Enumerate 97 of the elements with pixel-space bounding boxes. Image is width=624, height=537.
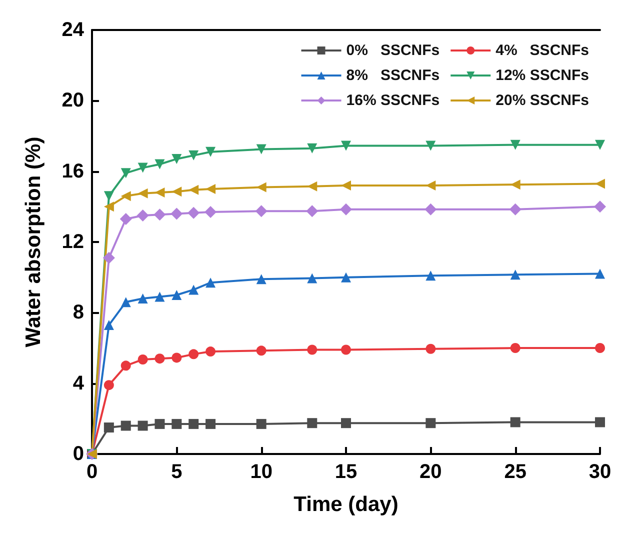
point xyxy=(104,320,114,330)
x-axis-title: Time (day) xyxy=(294,493,398,516)
point xyxy=(154,292,165,302)
point xyxy=(594,200,606,213)
point xyxy=(172,352,182,363)
point xyxy=(256,346,266,356)
point xyxy=(188,150,199,160)
point xyxy=(138,294,148,304)
point xyxy=(120,168,131,178)
point xyxy=(188,206,200,219)
point xyxy=(256,274,266,284)
point xyxy=(595,268,605,279)
point xyxy=(426,418,436,428)
point xyxy=(188,184,199,195)
point xyxy=(206,418,216,429)
point xyxy=(341,272,351,282)
y-tick-label: 12 xyxy=(62,231,84,253)
point xyxy=(102,252,115,264)
point xyxy=(510,270,520,280)
y-tick-label: 8 xyxy=(72,302,84,324)
point xyxy=(426,344,436,354)
point xyxy=(307,418,318,428)
point xyxy=(154,418,165,429)
point xyxy=(154,208,166,221)
point xyxy=(509,203,522,216)
point xyxy=(510,140,520,150)
legend-label: 8% SSCNFs xyxy=(346,67,440,84)
legend-label: 12% SSCNFs xyxy=(496,67,589,84)
legend-label: 4% SSCNFs xyxy=(496,42,589,59)
point xyxy=(120,297,131,308)
point xyxy=(188,418,199,429)
point xyxy=(154,159,165,170)
point xyxy=(120,191,131,202)
point xyxy=(341,180,351,190)
point xyxy=(188,284,199,295)
point xyxy=(341,344,351,355)
point xyxy=(138,188,148,198)
point xyxy=(204,206,217,218)
point xyxy=(510,343,520,353)
point xyxy=(206,346,216,357)
point xyxy=(104,202,114,212)
x-tick-label: 25 xyxy=(504,461,526,483)
point xyxy=(154,354,165,364)
point xyxy=(206,278,216,288)
y-axis-title: Water absorption (%) xyxy=(22,136,45,348)
y-tick-label: 0 xyxy=(72,443,84,465)
point xyxy=(120,420,131,431)
y-tick-label: 24 xyxy=(62,19,85,41)
x-tick-label: 20 xyxy=(420,461,442,483)
y-tick-label: 16 xyxy=(62,160,84,182)
point xyxy=(188,349,199,360)
point xyxy=(595,140,605,150)
x-tick-label: 10 xyxy=(250,461,272,483)
point xyxy=(424,203,437,216)
point xyxy=(170,208,183,220)
point xyxy=(172,186,182,197)
point xyxy=(154,188,165,198)
x-tick-label: 5 xyxy=(171,461,182,483)
legend-label: 20% SSCNFs xyxy=(496,92,590,109)
point xyxy=(172,154,182,164)
y-tick-label: 4 xyxy=(72,372,85,394)
point xyxy=(206,184,216,194)
point xyxy=(595,178,605,189)
legend-label: 16% SSCNFs xyxy=(346,92,440,109)
point xyxy=(307,181,318,192)
point xyxy=(341,140,351,151)
point xyxy=(138,354,148,364)
point xyxy=(172,290,182,300)
point xyxy=(307,273,318,284)
point xyxy=(206,146,216,157)
point xyxy=(340,203,352,216)
point xyxy=(595,343,605,353)
point xyxy=(341,418,351,428)
point xyxy=(120,213,132,226)
point xyxy=(510,180,520,190)
y-tick-label: 20 xyxy=(62,90,84,112)
point xyxy=(104,380,114,390)
point xyxy=(104,422,114,432)
point xyxy=(172,418,182,429)
point xyxy=(136,210,149,222)
point xyxy=(595,417,605,428)
point xyxy=(255,205,268,218)
point xyxy=(510,417,520,428)
point xyxy=(307,143,318,154)
point xyxy=(138,420,148,431)
x-tick-label: 30 xyxy=(588,461,612,483)
point xyxy=(104,191,114,202)
x-tick-label: 15 xyxy=(334,461,358,483)
point xyxy=(138,162,148,173)
legend-label: 0% SSCNFs xyxy=(346,42,440,59)
point xyxy=(306,205,318,218)
point xyxy=(120,360,131,371)
point xyxy=(256,418,266,429)
point xyxy=(307,344,318,355)
point xyxy=(426,270,436,281)
point xyxy=(426,140,436,151)
point xyxy=(256,144,266,154)
